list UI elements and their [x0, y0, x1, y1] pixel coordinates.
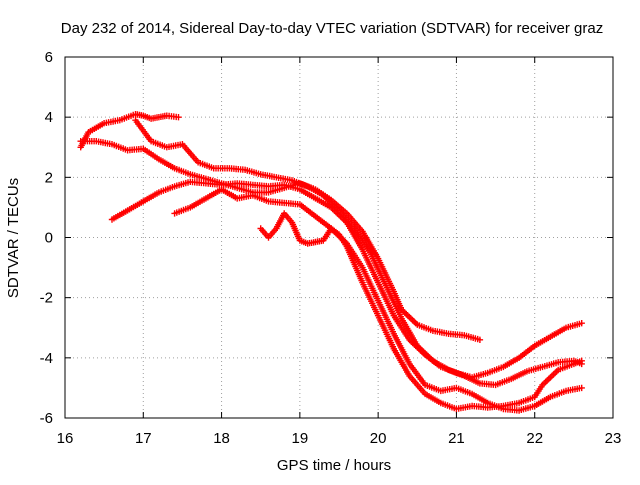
y-axis-label: SDTVAR / TECUs	[5, 178, 22, 298]
series-track-4	[132, 117, 585, 389]
series-track-3	[108, 178, 585, 381]
data-layer	[77, 111, 585, 414]
chart-title: Day 232 of 2014, Sidereal Day-to-day VTE…	[61, 20, 603, 37]
data-point	[476, 336, 484, 343]
x-tick-label: 20	[370, 430, 387, 447]
x-tick-label: 22	[526, 430, 543, 447]
y-tick-label: -2	[40, 290, 53, 307]
series-track-2	[77, 138, 484, 343]
y-tick-label: -4	[40, 350, 53, 367]
data-point	[578, 357, 585, 364]
axis-layer: 16 17 18 19 20 21 22 23 -6 -4 -2 0 2 4 6	[40, 49, 622, 447]
x-tick-label: 21	[448, 430, 465, 447]
y-tick-label: -6	[40, 410, 53, 427]
series-track-6	[257, 210, 585, 413]
x-tick-label: 18	[213, 430, 230, 447]
x-axis-label: GPS time / hours	[277, 457, 391, 474]
data-point	[175, 114, 182, 121]
y-tick-label: 4	[45, 109, 53, 126]
y-tick-label: 6	[45, 49, 53, 66]
x-tick-label: 16	[57, 430, 74, 447]
y-tick-label: 0	[45, 230, 53, 247]
data-point	[578, 384, 585, 392]
x-tick-label: 17	[135, 430, 152, 447]
y-tick-label: 2	[45, 169, 53, 186]
series-track-5	[171, 186, 585, 414]
x-tick-label: 23	[605, 430, 622, 447]
data-point	[578, 320, 585, 327]
x-tick-label: 19	[292, 430, 309, 447]
